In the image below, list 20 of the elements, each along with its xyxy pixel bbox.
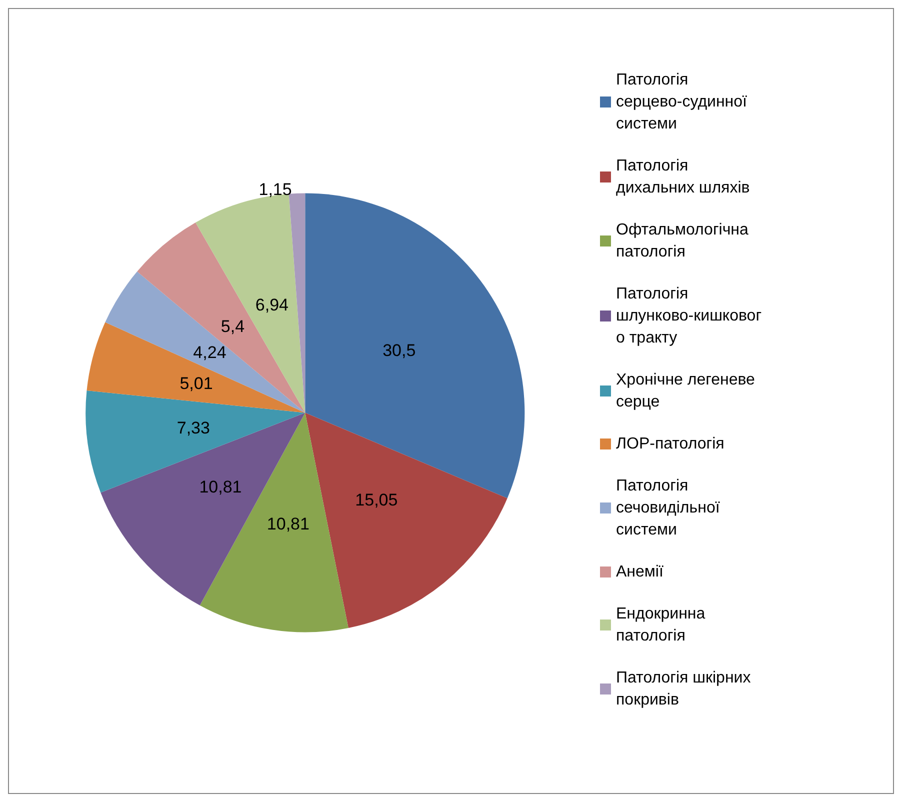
data-label: 15,05 xyxy=(355,490,398,510)
legend-label: Патологія шкірних покривів xyxy=(616,670,756,708)
data-label: 30,5 xyxy=(382,340,416,360)
legend-label: Офтальмологічна патологія xyxy=(616,222,753,260)
data-label: 5,01 xyxy=(180,374,213,393)
legend-label: Хронічне легеневе серце xyxy=(616,372,760,410)
legend-label: Патологія сечовидільної системи xyxy=(616,478,724,538)
legend-label: Патологія шлунково-кишкового тракту xyxy=(616,286,762,346)
data-label: 6,94 xyxy=(255,295,289,314)
legend-label: Ендокринна патологія xyxy=(616,606,710,644)
legend-label: ЛОР-патологія xyxy=(616,436,724,452)
data-label: 1,15 xyxy=(258,180,292,199)
data-label: 10,81 xyxy=(266,514,310,534)
legend-label: Патологія серцево-судинної системи xyxy=(616,72,752,132)
data-label: 5,4 xyxy=(220,316,245,336)
legend-label: Анемії xyxy=(616,564,664,580)
data-label: 7,33 xyxy=(176,418,210,438)
legend-label: Патологія дихальних шляхів xyxy=(616,158,750,196)
data-label: 10,81 xyxy=(199,478,242,497)
data-label: 4,24 xyxy=(193,343,226,362)
